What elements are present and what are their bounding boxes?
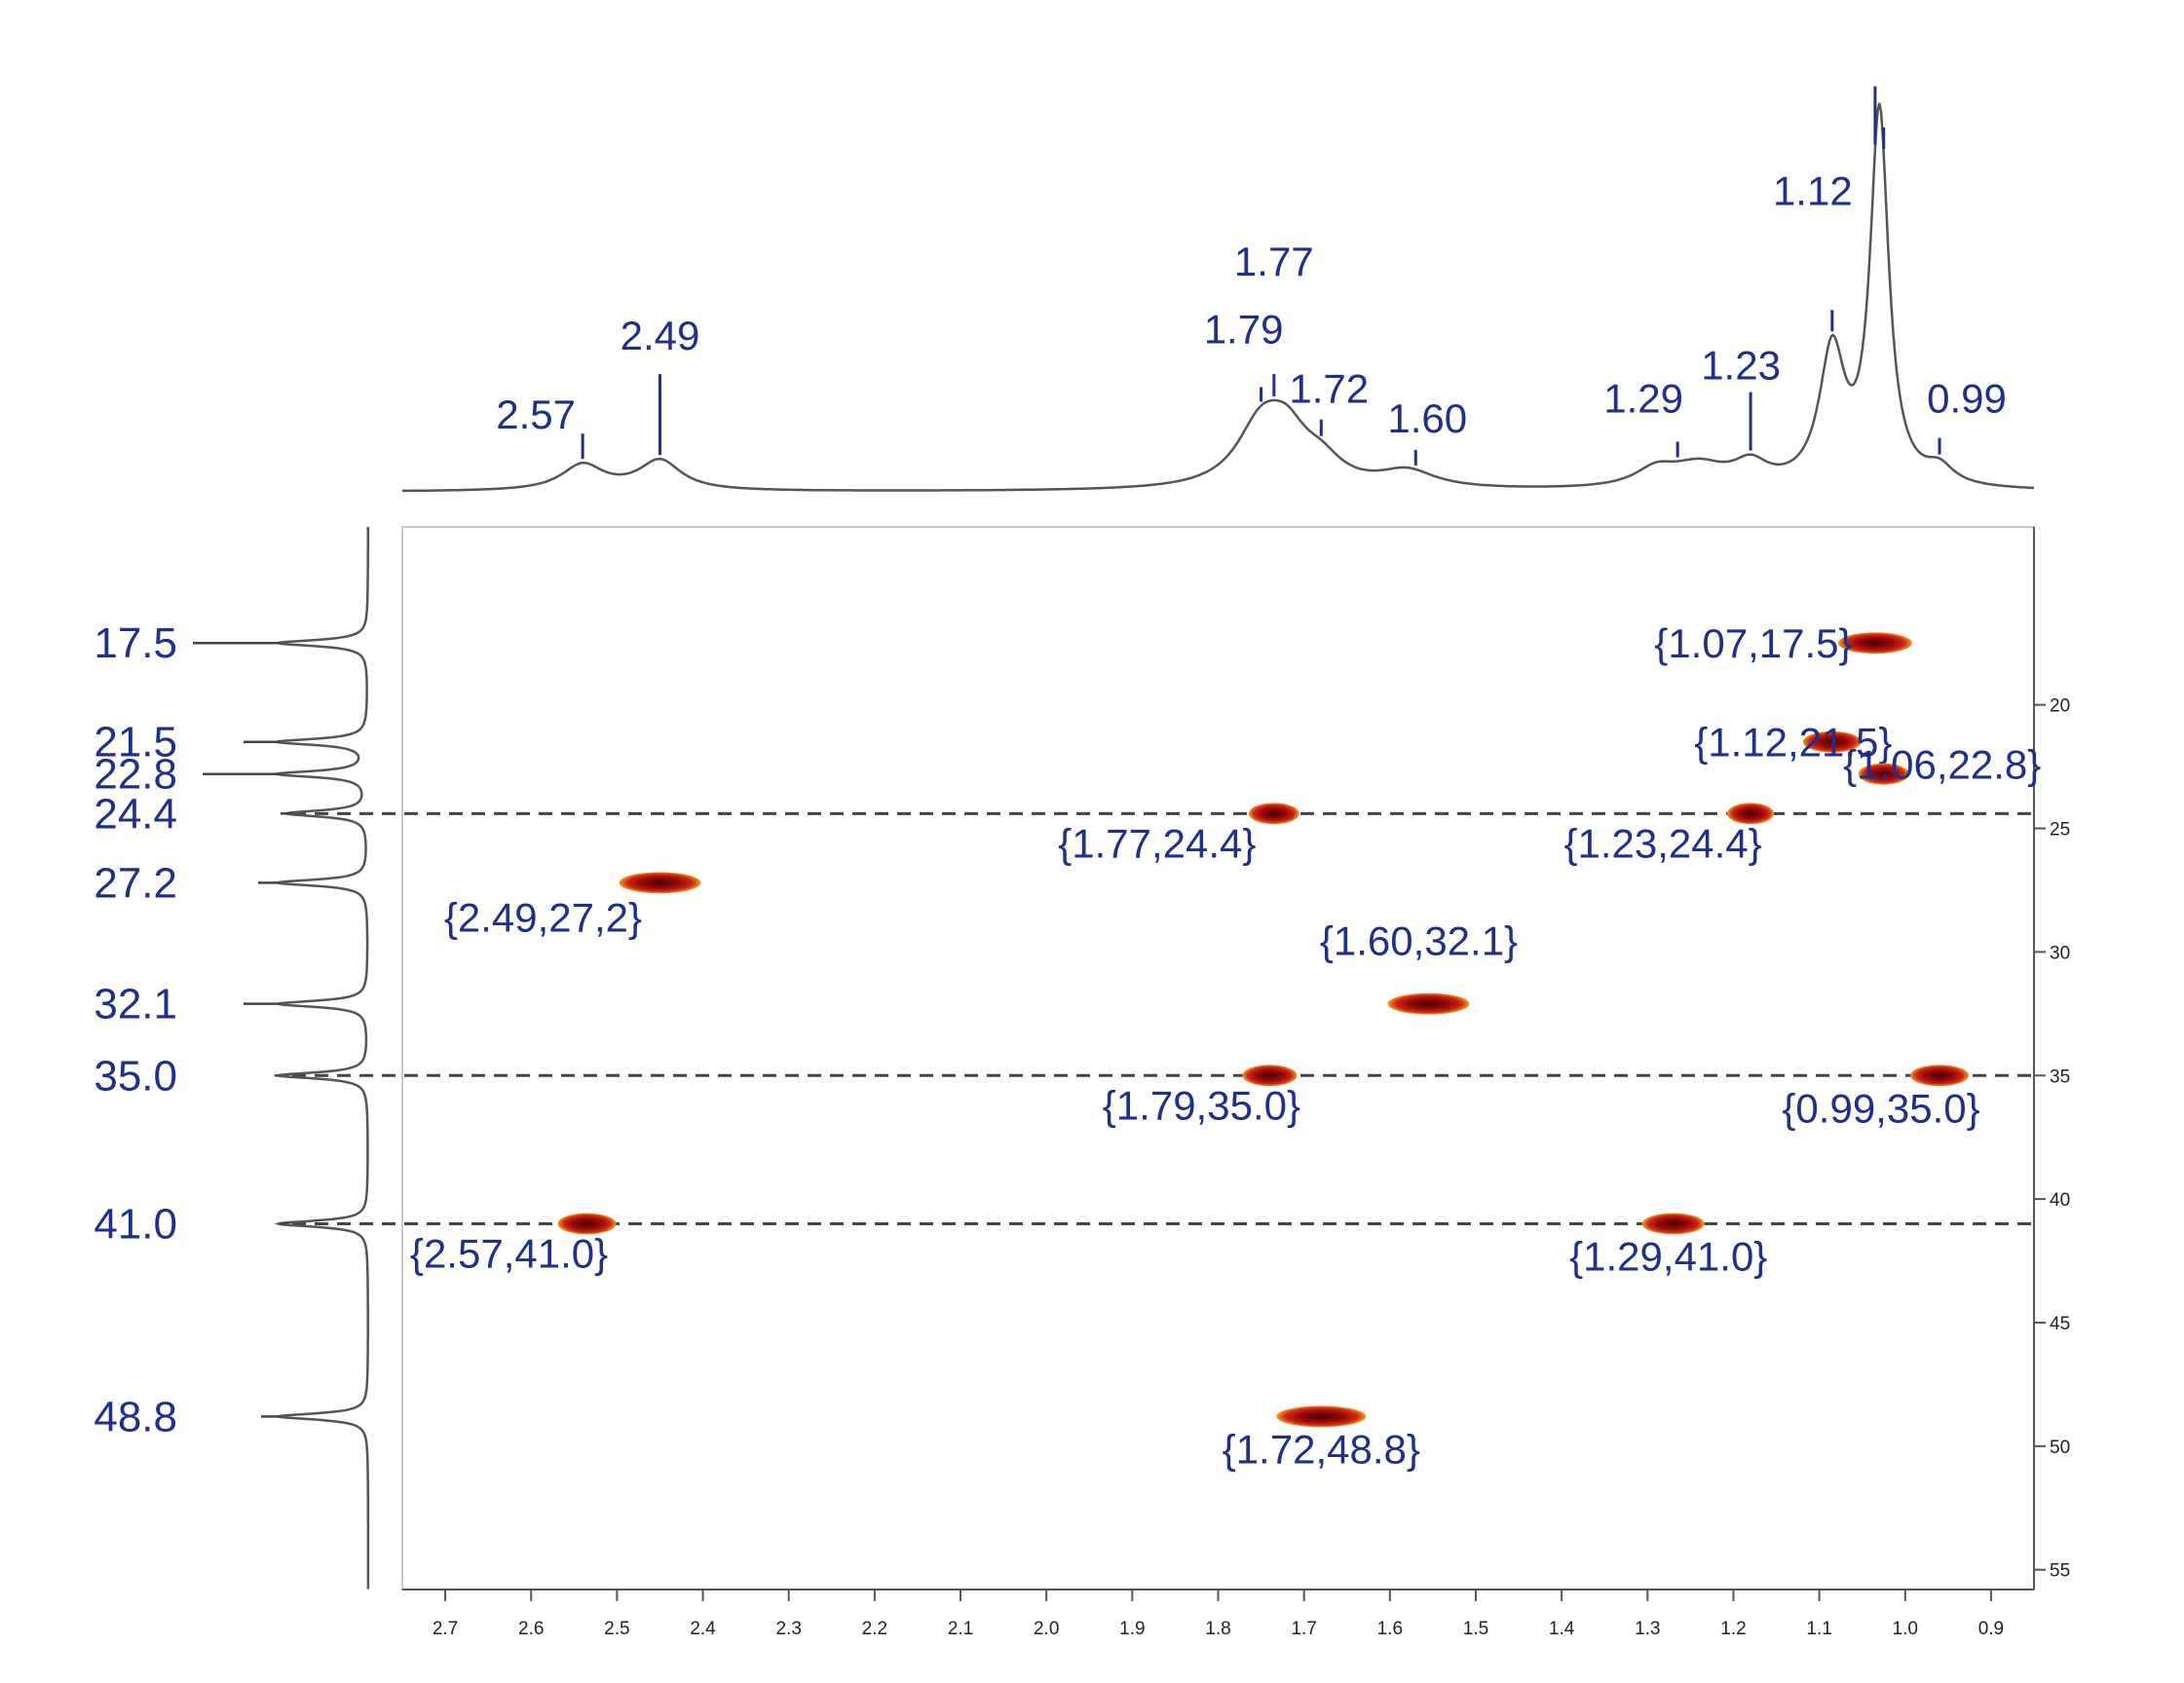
x-tick-label: 1.2: [1720, 1619, 1746, 1639]
carbon-peak-label: 32.1: [94, 981, 177, 1028]
cross-peak-label: {1.72,48.8}: [1223, 1426, 1420, 1472]
carbon-peak-label: 48.8: [94, 1393, 177, 1440]
cross-peak-label: {1.12,21.5}: [1694, 720, 1892, 766]
cross-peak-spot: [1910, 1065, 1970, 1087]
proton-peak-label: 1.12: [1773, 168, 1853, 213]
cross-peak-spot: [1276, 1405, 1367, 1428]
proton-peak-label: 1.60: [1387, 395, 1467, 441]
x-tick-label: 0.9: [1978, 1619, 2004, 1639]
carbon-peak-label: 27.2: [94, 859, 177, 907]
cross-peak-spot: [1248, 803, 1299, 825]
cross-peak-label: {1.79,35.0}: [1103, 1082, 1300, 1128]
x-tick-label: 1.4: [1549, 1619, 1575, 1639]
carbon-peak-label: 41.0: [94, 1200, 177, 1248]
cross-peak-spot: [557, 1213, 617, 1235]
x-tick-label: 1.7: [1291, 1619, 1316, 1639]
proton-peak-markers: 2.572.491.791.771.721.601.291.231.121.07…: [496, 86, 2007, 466]
carbon-peak-label: 24.4: [94, 790, 177, 838]
cross-peak-spot: [1802, 730, 1862, 753]
plot-frame: [401, 526, 2035, 1590]
carbon-peak-label: 17.5: [94, 619, 177, 667]
x-tick-label: 1.6: [1377, 1619, 1403, 1639]
x-tick-label: 1.0: [1893, 1619, 1918, 1639]
proton-peak-label: 1.29: [1603, 376, 1683, 422]
cross-peak-label: {2.49,27,2}: [444, 894, 642, 940]
y-tick-label: 30: [2050, 943, 2070, 963]
x-tick-label: 2.7: [433, 1619, 458, 1639]
x-tick-label: 1.5: [1463, 1619, 1488, 1639]
cross-peak-label: {0.99,35.0}: [1782, 1085, 1979, 1131]
cross-peak-label: {1.29,41.0}: [1569, 1233, 1767, 1279]
proton-peak-label: 1.72: [1289, 366, 1369, 412]
proton-peak-label: 1.77: [1234, 239, 1314, 284]
cross-peak-label: {1.23,24.4}: [1563, 820, 1761, 866]
y-tick-label: 25: [2050, 820, 2070, 841]
carbon-peak-label: 22.8: [94, 751, 177, 799]
cross-peak-spot: [1837, 632, 1912, 654]
cross-peak-label: {1.07,17.5}: [1654, 620, 1852, 666]
cross-peak-spot: [1858, 763, 1909, 785]
cross-peak-spot: [1242, 1065, 1298, 1087]
x-tick-label: 2.5: [604, 1619, 629, 1639]
y-tick-label: 35: [2050, 1066, 2070, 1087]
x-axis-ticks: 2.7 2.6 2.5 2.4 2.3 2.2 2.1 2.0 1.9 1.8 1.7 1.6 1.5 1…: [433, 1590, 2004, 1639]
cross-peak-spot: [619, 872, 701, 894]
x-tick-label: 2.0: [1034, 1619, 1059, 1639]
proton-peak-label: 2.49: [621, 313, 700, 358]
y-axis-ticks: 20 25 30 35 40 45 50 55: [2034, 696, 2070, 1582]
proton-spectrum-trace: [402, 102, 2035, 493]
proton-peak-label: 1.23: [1701, 343, 1781, 389]
carbon-peak-label: 21.5: [94, 719, 177, 767]
x-tick-label: 2.3: [775, 1619, 801, 1639]
proton-peak-label: 1.79: [1204, 306, 1284, 352]
cross-peak-spot: [1387, 992, 1470, 1015]
x-tick-label: 1.9: [1119, 1619, 1145, 1639]
cross-peak-spot: [1727, 803, 1775, 825]
x-tick-label: 1.1: [1806, 1619, 1831, 1639]
y-tick-label: 20: [2050, 696, 2070, 717]
carbon-peak-markers: 17.5 21.522.824.4 27.2 32.1 35.0 41.0 48.8: [94, 619, 292, 1440]
carbon-spectrum-trace: [272, 527, 370, 1590]
y-tick-label: 50: [2050, 1438, 2070, 1458]
y-tick-label: 45: [2050, 1314, 2070, 1334]
x-tick-label: 2.2: [862, 1619, 887, 1639]
x-tick-label: 1.3: [1635, 1619, 1660, 1639]
cross-peak-label: {1.06,22.8}: [1843, 742, 2041, 788]
y-tick-label: 55: [2050, 1561, 2070, 1582]
cross-peak-label: {1.77,24.4}: [1058, 820, 1256, 866]
proton-peak-label: 0.99: [1927, 376, 2007, 422]
x-tick-label: 2.6: [518, 1619, 544, 1639]
cross-peaks: {1.07,17.5} {1.12,21.5}{1.06,22.8} {1.77,2…: [410, 620, 2041, 1472]
x-tick-label: 2.4: [690, 1619, 716, 1639]
cross-peak-label: {1.60,32.1}: [1320, 918, 1518, 964]
carbon-peak-label: 35.0: [94, 1052, 177, 1100]
x-tick-label: 1.8: [1205, 1619, 1230, 1639]
y-tick-label: 40: [2050, 1190, 2070, 1211]
cross-peak-label: {2.57,41.0}: [410, 1230, 608, 1276]
cross-peak-spot: [1641, 1213, 1705, 1235]
x-tick-label: 2.1: [948, 1619, 973, 1639]
dashed-guides: [292, 811, 2034, 1225]
proton-peak-label: 2.57: [496, 392, 576, 437]
